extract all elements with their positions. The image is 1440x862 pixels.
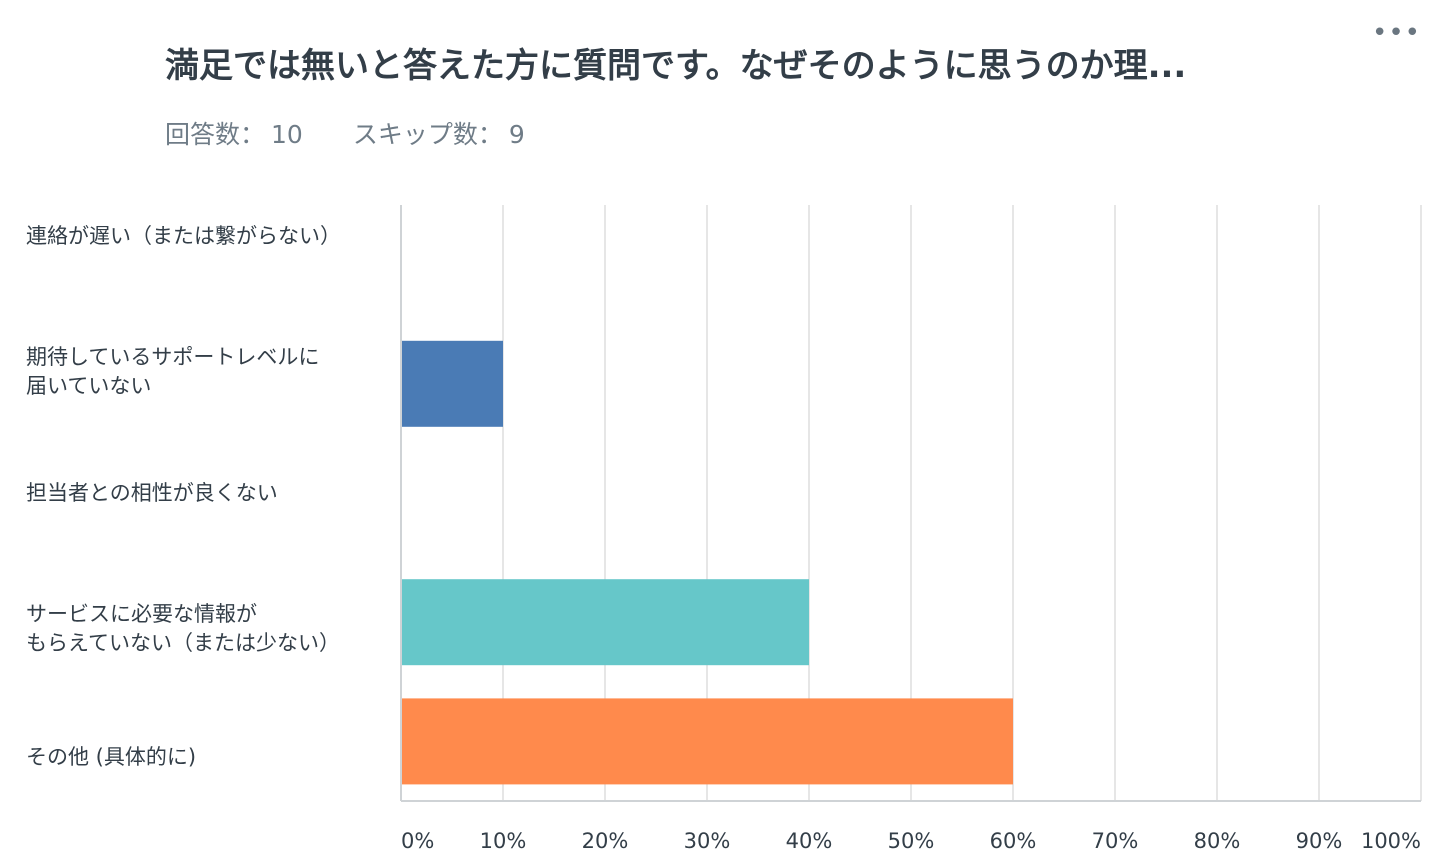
x-tick-label: 90%	[1296, 829, 1343, 853]
responses-value: 10	[271, 120, 303, 149]
x-tick-label: 40%	[786, 829, 833, 853]
responses-label: 回答数：	[165, 120, 266, 149]
category-label: サービスに必要な情報が もらえていない（または少ない）	[26, 602, 340, 655]
x-tick-label: 20%	[582, 829, 629, 853]
bar	[402, 698, 1013, 785]
category-label: 担当者との相性が良くない	[26, 481, 278, 505]
response-stats: 回答数： 10 スキップ数： 9	[165, 115, 531, 151]
skips-value: 9	[508, 120, 525, 149]
x-tick-label: 100%	[1361, 829, 1421, 853]
category-label: 期待しているサポートレベルに 届いていない	[26, 345, 320, 398]
bar	[402, 579, 809, 666]
x-tick-label: 70%	[1092, 829, 1139, 853]
skips-label: スキップ数：	[352, 120, 503, 149]
more-horizontal-icon[interactable]: •••	[1372, 18, 1422, 48]
x-tick-label: 0%	[401, 829, 434, 853]
x-tick-label: 10%	[480, 829, 527, 853]
category-label: その他 (具体的に)	[26, 745, 197, 769]
x-tick-label: 60%	[990, 829, 1037, 853]
x-tick-label: 30%	[684, 829, 731, 853]
x-tick-label: 50%	[888, 829, 935, 853]
question-title: 満足では無いと答えた方に質問です。なぜそのように思うのか理...	[165, 46, 1187, 86]
category-label: 連絡が遅い（または繋がらない）	[26, 224, 341, 248]
bar	[402, 340, 503, 427]
x-tick-label: 80%	[1194, 829, 1241, 853]
